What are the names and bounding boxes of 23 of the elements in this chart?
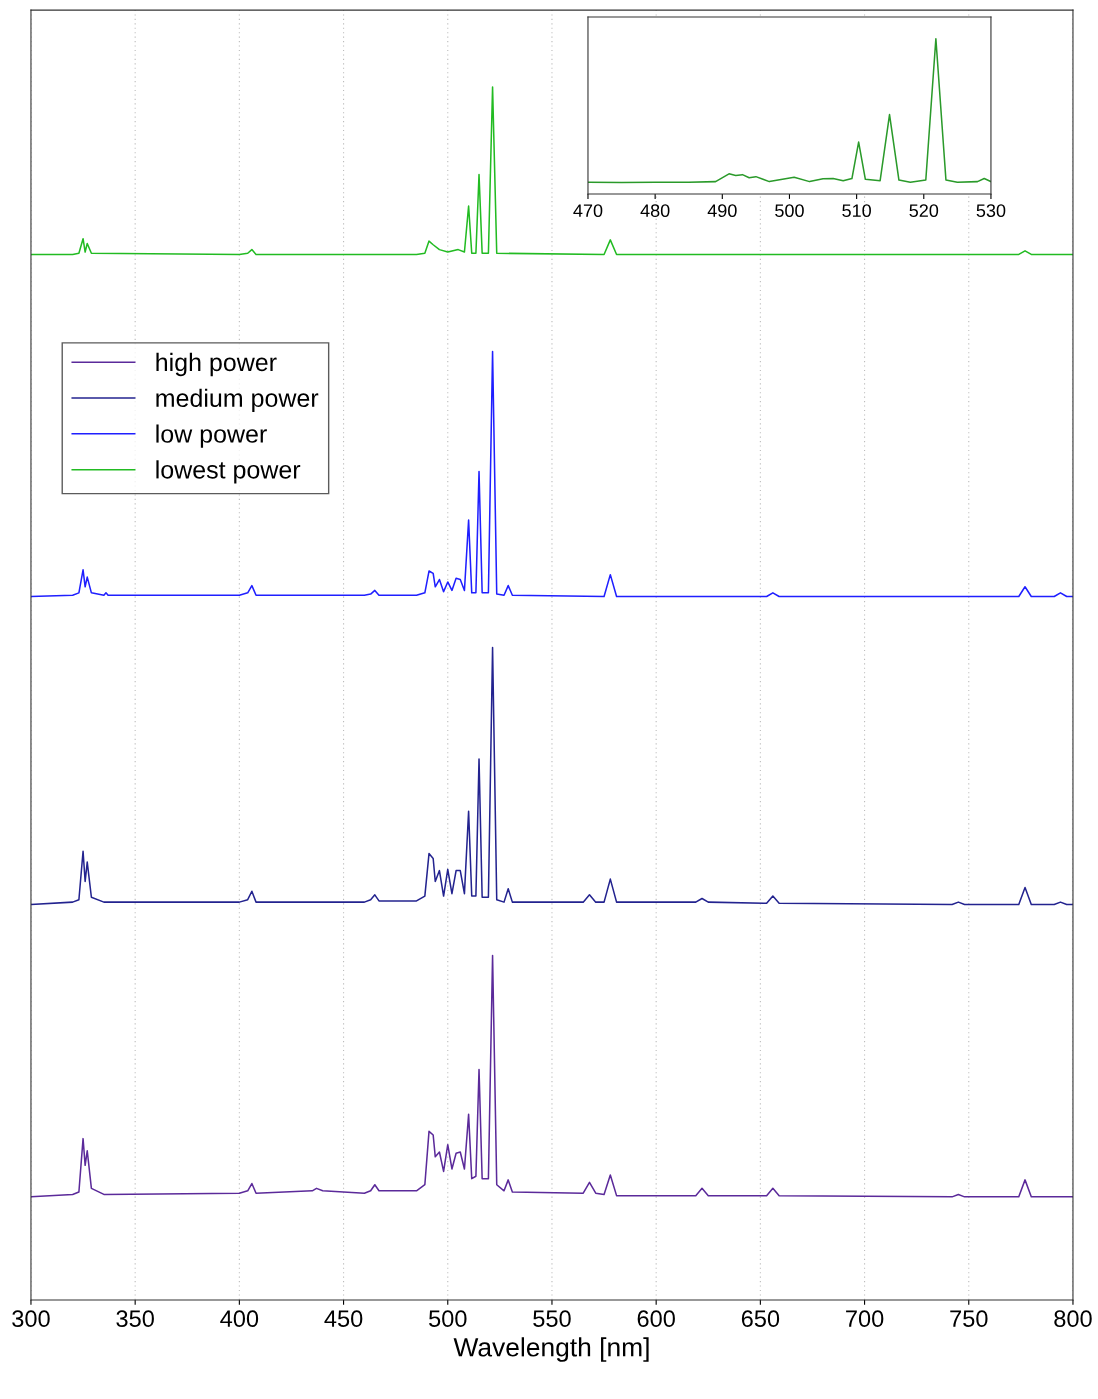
x-tick-label: 700	[846, 1310, 884, 1328]
x-tick-label: 500	[775, 204, 804, 218]
x-tick-label: 530	[976, 204, 1006, 218]
x-tick-label: 400	[220, 1310, 259, 1328]
x-tick-label: 510	[842, 204, 871, 218]
x-tick-label: 300	[12, 1310, 50, 1328]
x-tick-label: 450	[324, 1310, 363, 1328]
x-tick-label: 480	[640, 204, 670, 218]
x-tick-label: 750	[950, 1310, 988, 1328]
x-tick-label: 520	[909, 204, 939, 218]
legend-label: low power	[156, 424, 267, 448]
x-tick-label: 500	[429, 1310, 467, 1328]
x-tick-label: 600	[637, 1310, 675, 1328]
x-tick-label: 650	[741, 1310, 780, 1328]
x-tick-label: 800	[1054, 1310, 1092, 1328]
x-tick-label: 490	[707, 204, 737, 218]
x-tick-label: 350	[116, 1310, 154, 1328]
legend-label: high power	[156, 352, 277, 377]
legend-label: medium power	[156, 388, 319, 412]
x-axis-title: Wavelength [nm]	[453, 1337, 649, 1362]
x-tick-label: 550	[533, 1310, 571, 1328]
legend-label: lowest power	[156, 460, 301, 484]
x-tick-label: 470	[573, 204, 603, 218]
